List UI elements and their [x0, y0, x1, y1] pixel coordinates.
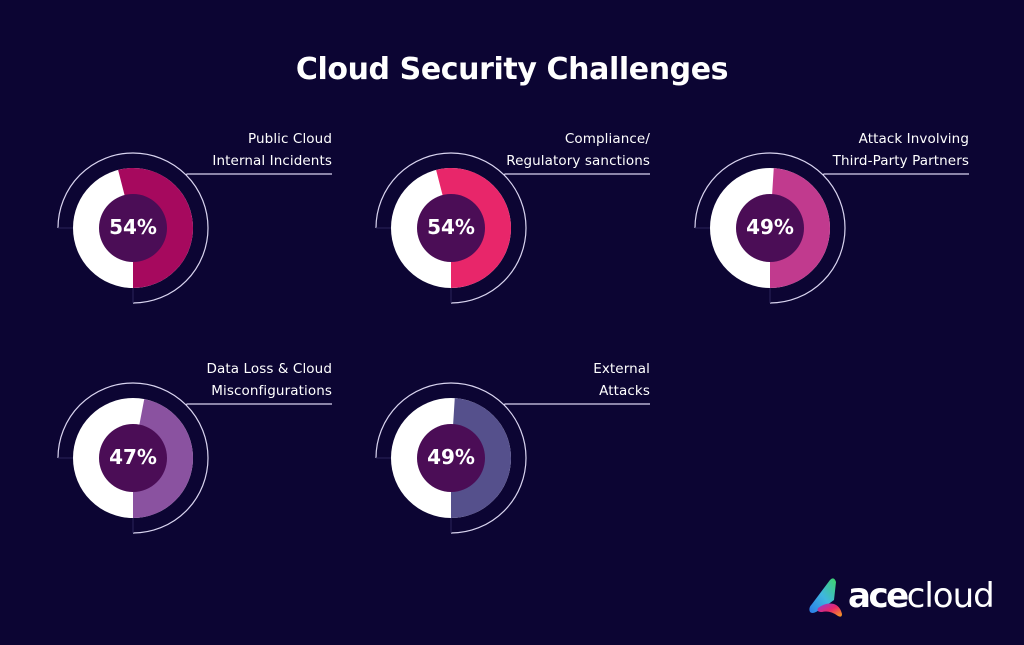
ring-tick [58, 457, 134, 533]
donut-value-text: 47% [109, 445, 157, 469]
page-title: Cloud Security Challenges [295, 52, 729, 87]
donut-center [99, 194, 167, 262]
leader-line [822, 173, 969, 176]
donut-chart [57, 382, 332, 534]
donut-label: Public Cloud Internal Incidents [112, 128, 332, 172]
donut-label-line2: Third-Party Partners [832, 153, 969, 169]
donut-label-line1: Data Loss & Cloud [206, 361, 332, 377]
outer-ring-arc [694, 152, 846, 304]
outer-ring-arc [375, 152, 527, 304]
donut-value-text: 54% [427, 215, 475, 239]
donut-center [99, 424, 167, 492]
logo-text-cloud: cloud [906, 576, 995, 616]
acecloud-wordmark: acecloud [848, 574, 995, 618]
donut-value-text: 49% [427, 445, 475, 469]
outer-ring-arc [57, 152, 209, 304]
donut-chart [375, 152, 650, 304]
leader-line [185, 173, 332, 176]
donut-chart [375, 382, 650, 534]
donut-label-line2: Regulatory sanctions [506, 153, 650, 169]
donut-label-line1: Attack Involving [858, 131, 969, 147]
leader-line [503, 173, 650, 176]
ring-tick [695, 227, 771, 303]
acecloud-logo-icon [809, 578, 842, 617]
donut-label: Attack Involving Third-Party Partners [749, 128, 969, 172]
donut-chart [694, 152, 969, 304]
donut-center [417, 194, 485, 262]
donut-label: Compliance/Regulatory sanctions [430, 128, 650, 172]
donut-label-line2: Misconfigurations [211, 383, 332, 399]
donut-label-line1: Compliance/ [564, 131, 650, 147]
acecloud-logo: acecloud [804, 574, 1004, 622]
donut-label: External Attacks [430, 358, 650, 402]
donut-center [736, 194, 804, 262]
donut-label-line2: Internal Incidents [212, 153, 332, 169]
leader-line [503, 403, 650, 406]
donut-chart [57, 152, 332, 304]
donut-center [417, 424, 485, 492]
donut-label-line1: Public Cloud [247, 131, 332, 147]
leader-line [185, 403, 332, 406]
logo-text-ace: ace [848, 576, 909, 616]
outer-ring-arc [57, 382, 209, 534]
ring-tick [376, 227, 452, 303]
donut-value-text: 54% [109, 215, 157, 239]
outer-ring-arc [375, 382, 527, 534]
ring-tick [58, 227, 134, 303]
donut-label: Data Loss & Cloud Misconfigurations [112, 358, 332, 402]
donut-value-text: 49% [746, 215, 794, 239]
donut-label-line2: Attacks [599, 383, 650, 399]
ring-tick [376, 457, 452, 533]
donut-label-line1: External [593, 361, 650, 377]
